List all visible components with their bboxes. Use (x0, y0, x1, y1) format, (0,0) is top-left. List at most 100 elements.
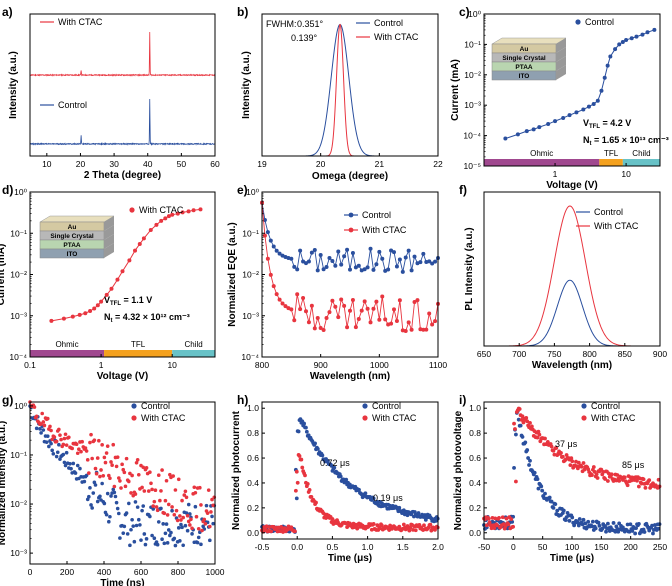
nt-note-d: Nt = 4.32 × 10¹² cm⁻³ (104, 312, 190, 324)
tpc-point-control (338, 474, 343, 479)
iv-point-d (88, 309, 93, 314)
plot-frame-c (483, 13, 661, 167)
eqe-point-control (289, 256, 294, 261)
tpc-point-control (315, 446, 320, 451)
trpl-point-ctac (122, 470, 127, 475)
trpl-point-control (143, 542, 148, 547)
tpv-point-control (604, 529, 608, 534)
panel-a: a) 10 20 30 40 50 60 2 Theta (degree) Intensity … (2, 5, 220, 181)
fwhm-label: FWHM: (266, 19, 297, 29)
tpv-ctac-tau: 85 μs (622, 460, 645, 470)
trpl-point-control (135, 505, 140, 509)
trpl-point-control (201, 524, 205, 529)
trpl-point-ctac (61, 442, 66, 447)
y-tick-label-h: 0.8 (247, 428, 259, 438)
trpl-point-ctac (188, 523, 192, 527)
trpl-point-control (100, 481, 104, 486)
x-tick-label-g: 600 (134, 567, 148, 577)
iv-point-d (120, 269, 125, 274)
trpl-point-control (73, 471, 78, 475)
iv-point-d (70, 314, 75, 319)
legend-ctac-i: With CTAC (591, 413, 636, 423)
trpl-point-control (181, 543, 185, 548)
panel-label-d: d) (2, 183, 13, 197)
trpl-point-control (111, 487, 116, 492)
stack-side-d (104, 243, 114, 258)
eqe-point-control (353, 265, 358, 270)
iv-point-d (133, 248, 138, 253)
trpl-point-ctac (211, 503, 215, 508)
trpl-point-control (95, 499, 100, 504)
eqe-point-ctac (318, 325, 323, 330)
tpv-point-ctac (537, 432, 542, 437)
tpv-point-control (523, 440, 528, 445)
region-label-child-c: Child (632, 149, 650, 158)
legend-control-f: Control (594, 207, 623, 217)
trpl-point-control (89, 503, 93, 507)
trpl-point-ctac (176, 477, 181, 482)
stack-side-c (556, 65, 566, 80)
iv-point-c (581, 107, 586, 112)
trpl-point-ctac (105, 444, 110, 448)
tpv-point-ctac (622, 475, 627, 480)
legend-control-g-marker (131, 403, 137, 409)
eqe-point-control (330, 259, 335, 264)
eqe-point-control (312, 247, 317, 252)
iv-point-c (574, 110, 579, 115)
x-tick-label-b: 20 (316, 159, 326, 169)
plot-frame-g (29, 401, 216, 565)
tpc-point-ctac (379, 523, 384, 528)
eqe-point-ctac (336, 315, 341, 320)
eqe-point-control (348, 267, 352, 272)
tpv-point-control (606, 521, 610, 526)
iv-point-c (567, 113, 572, 118)
x-tick-label-a: 60 (210, 159, 220, 169)
tpc-point-control (302, 421, 306, 426)
fwhm-ctac: 0.139° (291, 33, 318, 43)
trpl-point-control (179, 522, 183, 527)
pl-curve-control (484, 279, 660, 347)
iv-point-d (99, 299, 104, 304)
x-tick-label-f: 850 (618, 349, 632, 359)
legend-ctac-i-marker (581, 415, 587, 421)
legend-ctac-h: With CTAC (372, 413, 417, 423)
tpv-point-control (528, 458, 532, 463)
trpl-point-control (193, 504, 198, 509)
eqe-point-ctac (433, 319, 438, 324)
trpl-point-ctac (34, 414, 39, 419)
trpl-point-ctac (184, 495, 189, 500)
tpv-point-control (634, 526, 638, 531)
trpl-point-ctac (152, 499, 157, 504)
eqe-point-control (371, 267, 376, 272)
y-tick-label-i: 0.6 (469, 453, 481, 463)
trpl-point-ctac (74, 442, 79, 447)
tpc-point-control (329, 463, 334, 468)
trpl-point-ctac (49, 428, 53, 433)
tpv-point-control (625, 522, 630, 527)
y-axis-title-i: Normalized photovoltage (453, 410, 464, 530)
iv-point-c (515, 132, 520, 137)
y-tick-label-i: 0.8 (469, 428, 481, 438)
eqe-point-ctac (298, 307, 303, 312)
trpl-point-control (108, 514, 112, 519)
panel-c: c) Ohmic TFL Child 1 10 10⁻⁵ 10⁻⁴ 10⁻³ 10⁻² 10⁻¹ 10… (450, 5, 669, 191)
trpl-point-ctac (209, 510, 213, 514)
trpl-point-control (159, 506, 163, 511)
trpl-point-control (112, 490, 117, 495)
x-axis-title-c: Voltage (V) (546, 180, 597, 191)
x-tick-label-a: 40 (143, 159, 153, 169)
trpl-point-control (195, 540, 200, 545)
iv-point-c (605, 63, 610, 68)
tpv-point-control (596, 520, 601, 525)
trpl-point-control (121, 531, 126, 535)
tpc-point-control (371, 496, 376, 501)
trpl-point-ctac (41, 420, 46, 424)
eqe-point-control (362, 267, 367, 272)
trpl-point-ctac (107, 473, 111, 478)
eqe-point-control (409, 268, 414, 273)
y-tick-label-d: 10⁻¹ (10, 228, 27, 238)
trpl-point-ctac (154, 505, 159, 509)
tpc-point-ctac (294, 469, 299, 474)
trpl-point-ctac (101, 473, 106, 478)
trpl-point-ctac (109, 460, 113, 464)
